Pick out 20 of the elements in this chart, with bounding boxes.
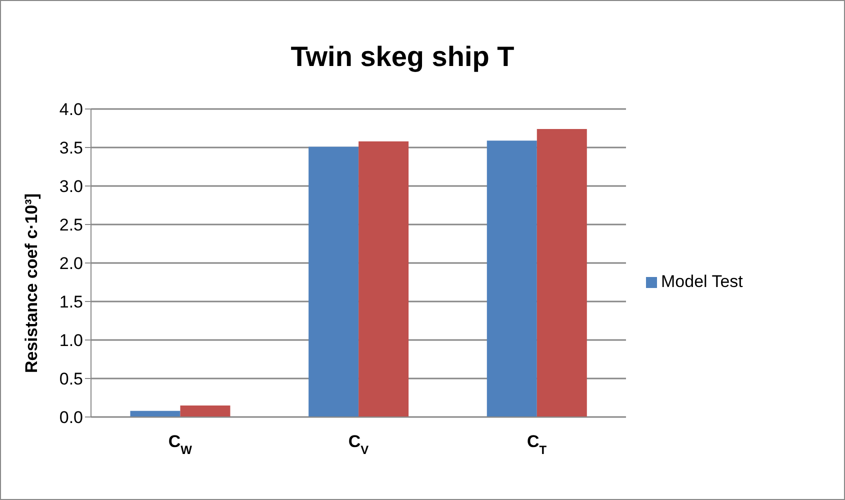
y-tick-label: 0.0	[59, 408, 83, 428]
x-tick-label: C$_{T}$	[527, 432, 548, 457]
bar	[180, 405, 230, 417]
y-tick-label: 0.5	[59, 370, 83, 389]
bar	[308, 146, 359, 417]
y-tick-label: 1.5	[59, 292, 83, 312]
y-tick-label: 2.5	[59, 216, 83, 235]
x-tick-label: C$_{W}$	[168, 432, 193, 457]
bar	[486, 140, 537, 417]
y-tick-label: 4.0	[59, 100, 83, 120]
y-axis-title: Resistance coef c·10³]	[22, 193, 42, 373]
bar	[536, 129, 587, 417]
y-tick-label: 3.5	[59, 138, 83, 158]
y-tick-label: 1.0	[59, 331, 83, 350]
y-tick-label: 2.0	[59, 254, 83, 274]
bar	[358, 141, 409, 417]
legend-label: Model Test	[660, 272, 744, 292]
x-tick-label: C$_{V}$	[348, 432, 369, 457]
y-tick-label: 3.0	[59, 177, 83, 196]
chart-title: Twin skeg ship T	[290, 41, 516, 73]
